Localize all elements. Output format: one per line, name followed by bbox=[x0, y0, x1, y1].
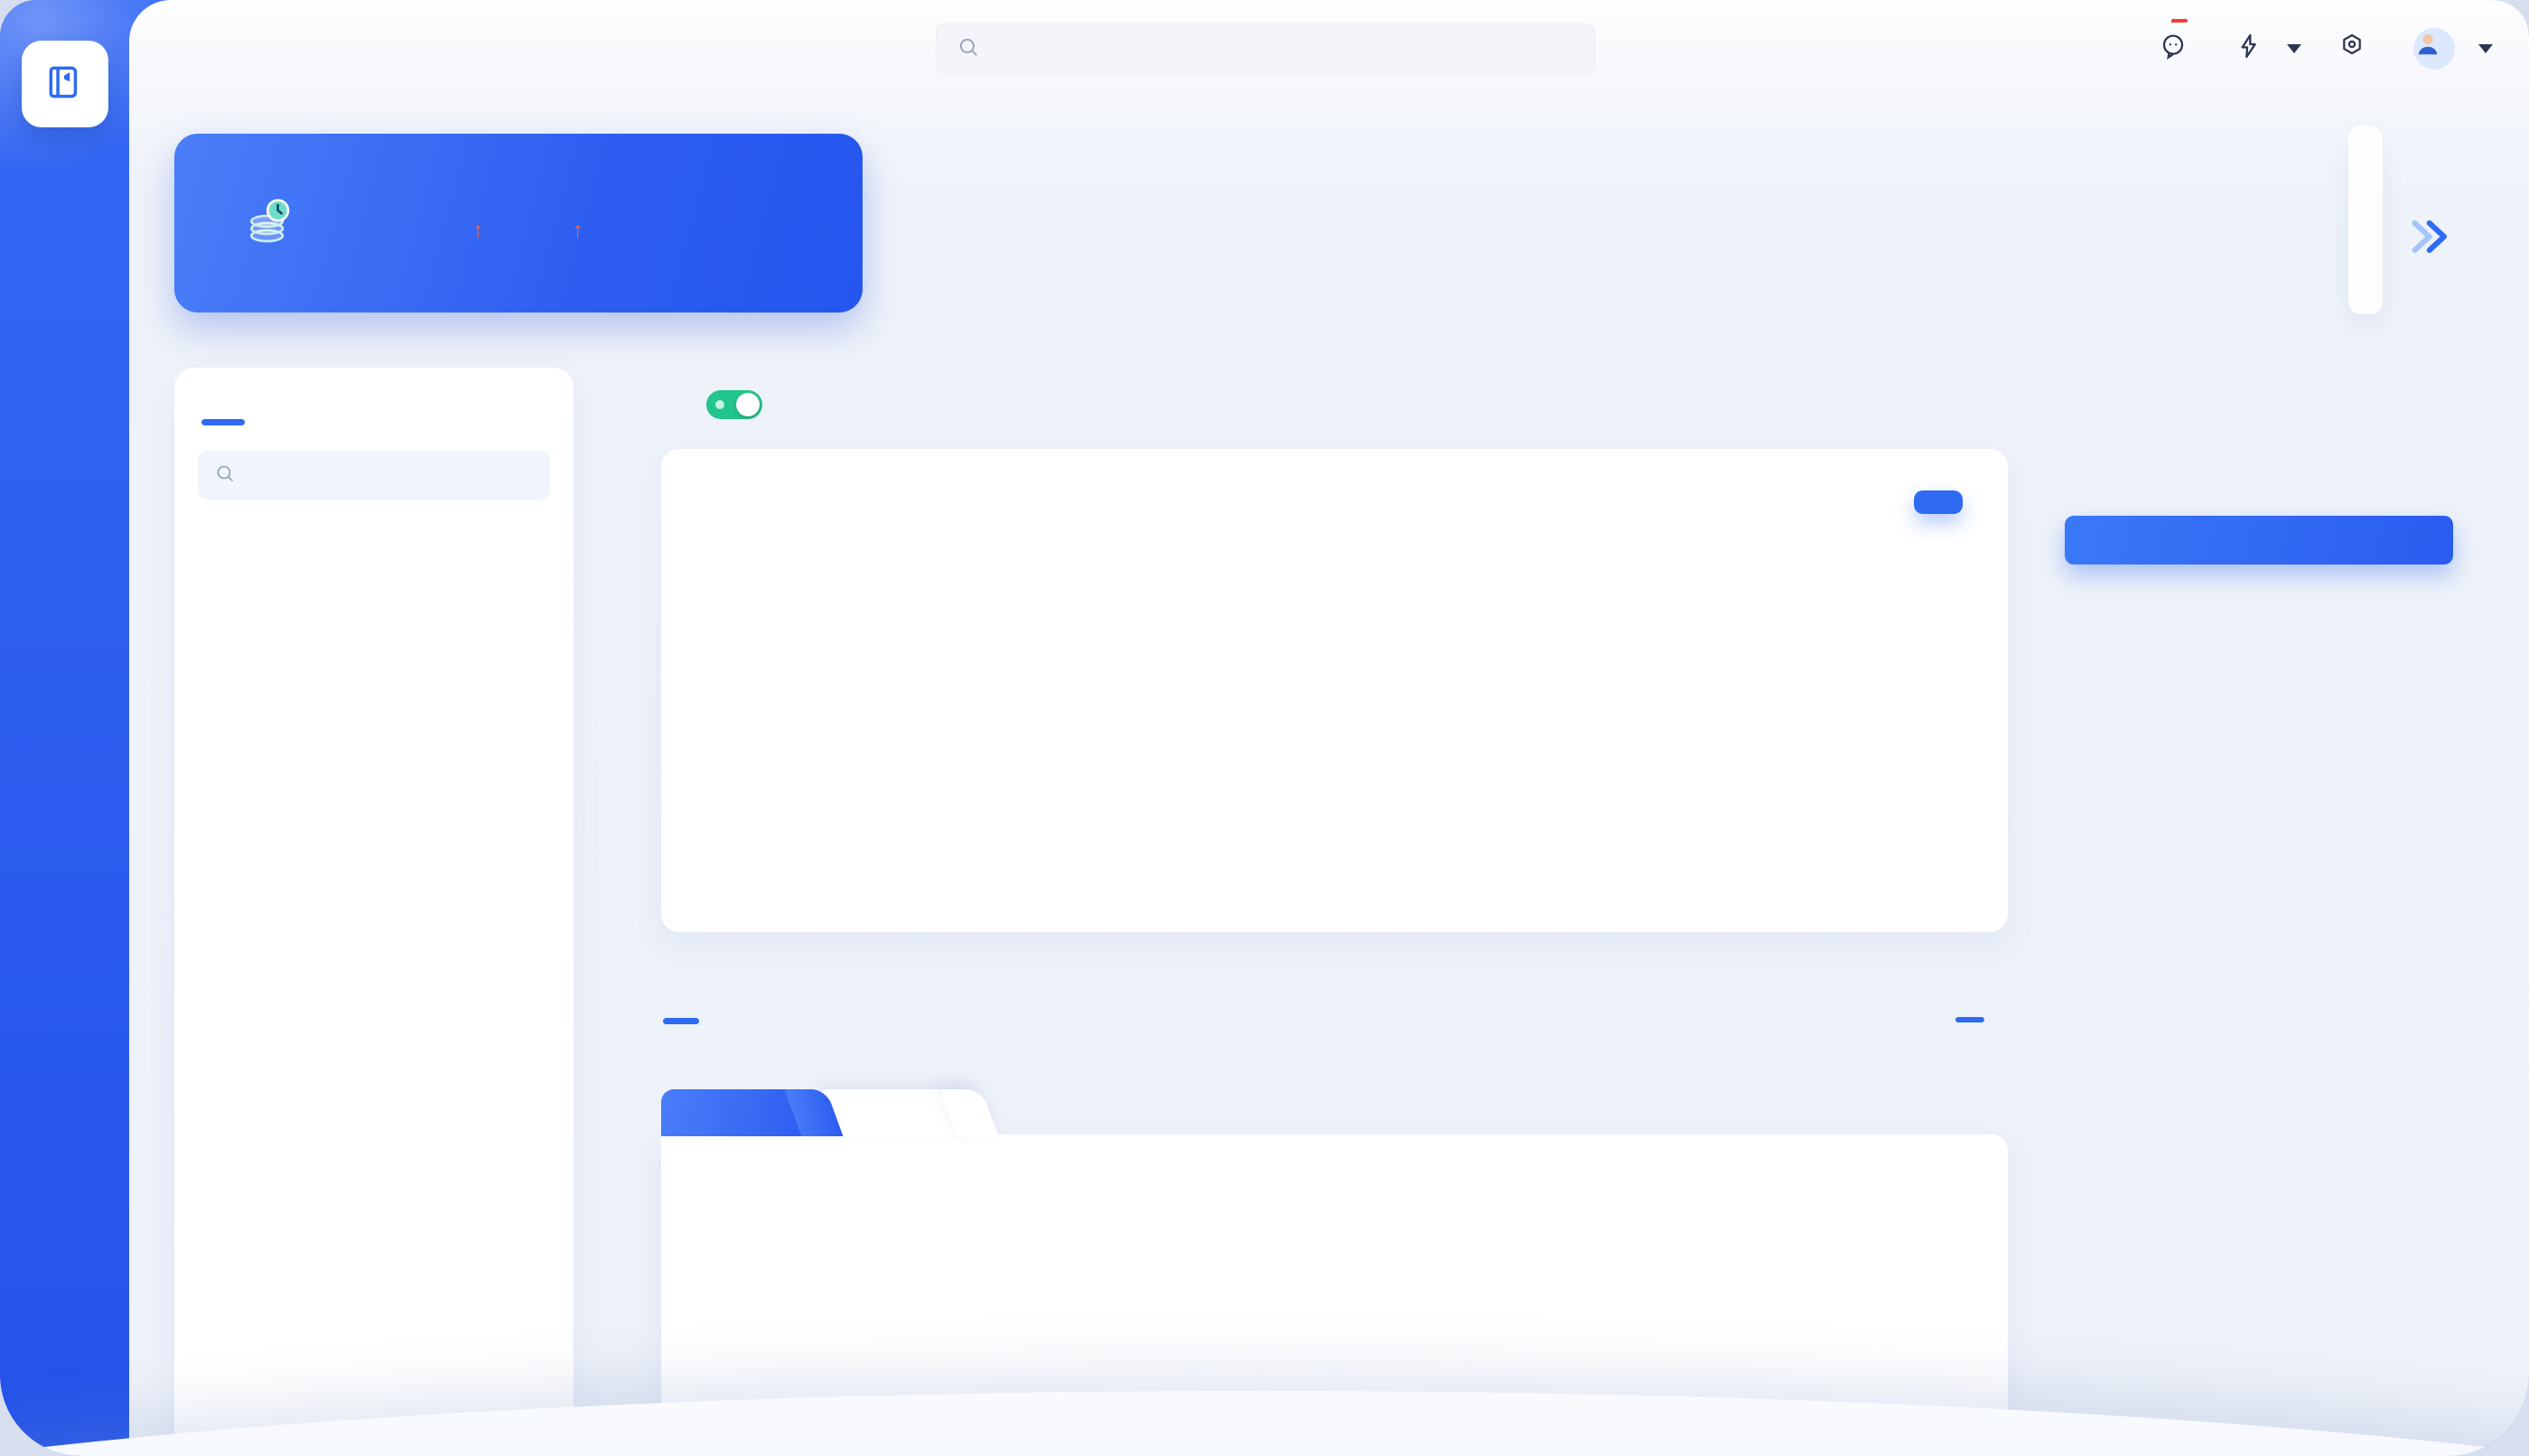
gear-icon bbox=[2338, 32, 2366, 67]
create-machine-button[interactable] bbox=[2065, 516, 2453, 565]
main-content: ↑ ↑ bbox=[129, 0, 2529, 1456]
search-icon bbox=[214, 462, 236, 489]
account-card-partial bbox=[2348, 126, 2383, 314]
portfolio-area-chart bbox=[661, 449, 2008, 932]
overview-percent: ↑ bbox=[472, 218, 484, 244]
watchlist-search[interactable] bbox=[198, 451, 550, 499]
account-tab-inactive[interactable] bbox=[817, 1089, 999, 1136]
arrow-up-icon: ↑ bbox=[472, 217, 484, 243]
global-search[interactable] bbox=[936, 23, 1595, 74]
avatar bbox=[2413, 28, 2455, 70]
intro-panel bbox=[2065, 379, 2495, 568]
search-input[interactable] bbox=[993, 35, 1574, 62]
sidebar bbox=[0, 0, 181, 1456]
coins-icon bbox=[243, 192, 301, 255]
toggle-knob bbox=[736, 393, 760, 416]
user-menu[interactable] bbox=[2413, 28, 2493, 70]
settings-button[interactable] bbox=[2338, 32, 2377, 67]
flash-icon bbox=[2235, 32, 2263, 67]
support-menu[interactable] bbox=[2235, 32, 2301, 67]
search-icon bbox=[957, 35, 980, 63]
account-tab-active[interactable] bbox=[661, 1089, 844, 1136]
overview-left bbox=[174, 192, 472, 255]
chevron-down-icon bbox=[2287, 44, 2301, 53]
create-machine-line bbox=[2065, 415, 2495, 443]
portfolio-chart-header bbox=[661, 378, 2008, 432]
chat-icon bbox=[2159, 32, 2188, 67]
message-count-badge bbox=[2171, 18, 2188, 23]
portfolio-chart-card bbox=[661, 449, 2008, 932]
watchlist-search-input[interactable] bbox=[247, 462, 534, 488]
overview-figures: ↑ ↑ bbox=[472, 203, 583, 244]
watchlist-panel bbox=[174, 368, 574, 1456]
positions-table-header bbox=[661, 1134, 2008, 1185]
carousel-next-button[interactable] bbox=[2403, 210, 2458, 264]
chevron-down-icon bbox=[2478, 44, 2493, 53]
overview-delta: ↑ bbox=[573, 218, 584, 244]
messages-button[interactable] bbox=[2159, 18, 2198, 67]
run-toggle[interactable] bbox=[706, 390, 762, 419]
account-overview-card[interactable]: ↑ ↑ bbox=[174, 134, 863, 313]
risk-settings-button[interactable] bbox=[1914, 490, 1963, 514]
arrow-up-icon: ↑ bbox=[572, 217, 584, 243]
book-icon bbox=[42, 60, 88, 109]
topbar-right bbox=[2159, 18, 2493, 74]
positions-table-card bbox=[661, 1134, 2008, 1456]
sidebar-item-assets-active[interactable] bbox=[22, 41, 108, 127]
